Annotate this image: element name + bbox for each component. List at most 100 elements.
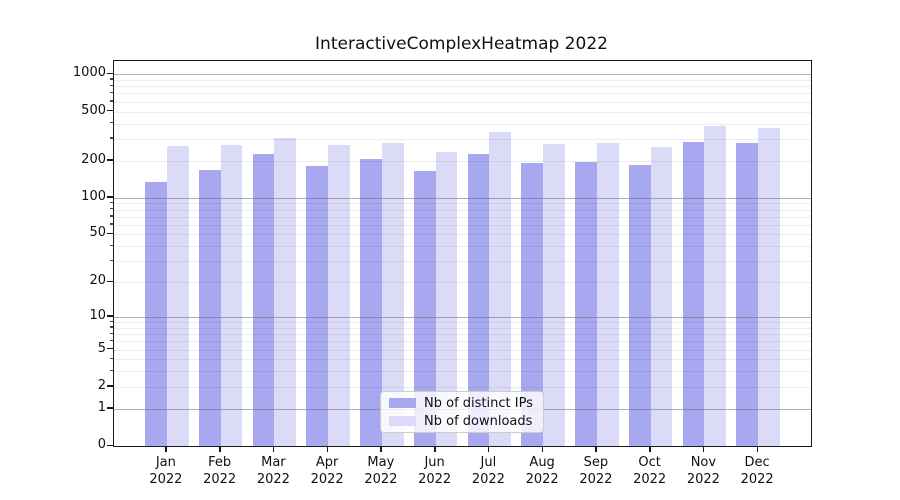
x-tick-mark-nov — [702, 446, 705, 452]
y-minor-tick-mark — [109, 326, 113, 328]
y-minor-tick-mark — [109, 91, 113, 94]
gridline-minor-900 — [114, 79, 811, 81]
y-minor-tick-mark — [109, 332, 113, 335]
x-tick-label-jun: Jun 2022 — [418, 455, 452, 487]
x-tick-label-sep: Sep 2022 — [579, 455, 613, 487]
y-minor-tick-mark — [109, 244, 113, 247]
legend: Nb of distinct IPs Nb of downloads — [380, 391, 544, 433]
y-tick-label-200: 200 — [81, 151, 106, 167]
bar-downloads-jan — [166, 146, 189, 446]
y-minor-tick-mark — [109, 232, 113, 235]
y-tick-label-0: 0 — [97, 437, 106, 452]
y-tick-mark-1 — [107, 407, 113, 409]
y-minor-tick-mark — [109, 137, 113, 139]
gridline-minor-30 — [114, 261, 811, 263]
x-tick-mark-feb — [219, 446, 221, 452]
legend-label-downloads: Nb of downloads — [424, 413, 533, 429]
x-tick-mark-dec — [756, 446, 759, 452]
x-tick-label-jan: Jan 2022 — [149, 455, 183, 487]
gridline-minor-50 — [114, 234, 811, 236]
y-tick-label-500: 500 — [81, 102, 106, 118]
y-minor-tick-mark — [109, 78, 113, 80]
y-minor-tick-mark — [109, 100, 113, 102]
x-tick-mark-oct — [649, 446, 651, 452]
gridline-minor-3 — [114, 371, 811, 373]
y-minor-tick-mark — [109, 348, 113, 350]
bar-ips-aug — [521, 163, 544, 446]
gridline-minor-20 — [114, 282, 811, 284]
bar-downloads-dec — [758, 127, 780, 446]
gridline-minor-800 — [114, 86, 811, 88]
gridline-minor-7 — [114, 334, 811, 336]
bars-layer — [114, 61, 811, 446]
x-tick-mark-jul — [487, 446, 490, 452]
y-tick-label-20: 20 — [89, 273, 106, 289]
bar-downloads-oct — [650, 147, 673, 446]
y-tick-label-10: 10 — [89, 307, 106, 323]
gridline-minor-5 — [114, 349, 811, 351]
x-tick-mark-jun — [434, 446, 436, 452]
bar-ips-jun — [413, 170, 436, 446]
y-minor-tick-mark — [109, 122, 113, 124]
y-minor-tick-mark — [109, 259, 113, 262]
y-minor-tick-mark — [109, 201, 113, 204]
y-minor-tick-mark — [109, 223, 113, 225]
gridline-major-100 — [114, 197, 811, 199]
bar-ips-sep — [575, 161, 597, 446]
bar-downloads-jun — [435, 152, 458, 446]
gridline-minor-4 — [114, 359, 811, 361]
bar-downloads-mar — [274, 137, 297, 446]
x-tick-label-oct: Oct 2022 — [633, 455, 667, 487]
x-tick-label-feb: Feb 2022 — [203, 455, 237, 487]
legend-item-distinct-ips: Nb of distinct IPs — [389, 396, 535, 411]
legend-swatch-ips — [389, 398, 416, 408]
y-tick-label-5: 5 — [97, 340, 106, 356]
bar-ips-jan — [145, 181, 167, 446]
y-minor-tick-mark — [109, 385, 113, 387]
x-tick-mark-mar — [272, 446, 275, 452]
bar-downloads-sep — [596, 143, 619, 446]
y-tick-mark-1000 — [107, 72, 113, 75]
gridline-minor-70 — [114, 216, 811, 218]
bar-downloads-apr — [328, 145, 350, 446]
y-minor-tick-mark — [109, 215, 113, 217]
grid-layer — [114, 61, 811, 446]
y-tick-label-1000: 1000 — [72, 65, 106, 81]
bar-ips-feb — [198, 170, 221, 446]
x-tick-label-aug: Aug 2022 — [525, 455, 559, 487]
y-minor-tick-mark — [109, 369, 113, 372]
gridline-minor-400 — [114, 123, 811, 125]
gridline-minor-500 — [114, 111, 811, 113]
bar-downloads-aug — [543, 144, 565, 446]
legend-swatch-downloads — [389, 416, 416, 426]
bar-downloads-jul — [489, 132, 512, 446]
y-tick-label-50: 50 — [89, 225, 106, 241]
y-tick-label-100: 100 — [81, 188, 106, 204]
bar-ips-apr — [306, 166, 329, 446]
gridline-minor-9 — [114, 322, 811, 324]
gridline-major-10 — [114, 316, 811, 318]
bar-ips-oct — [628, 165, 651, 446]
gridline-minor-60 — [114, 224, 811, 226]
y-minor-tick-mark — [109, 208, 113, 210]
y-minor-tick-mark — [109, 84, 113, 87]
chart-title: InteractiveComplexHeatmap 2022 — [315, 34, 608, 54]
y-tick-label-2: 2 — [97, 377, 106, 393]
y-tick-mark-10 — [107, 315, 113, 317]
y-tick-mark-100 — [107, 196, 113, 198]
bar-downloads-nov — [704, 125, 727, 446]
y-minor-tick-mark — [109, 339, 113, 342]
bar-ips-jul — [467, 154, 490, 446]
gridline-minor-8 — [114, 327, 811, 329]
legend-label-distinct-ips: Nb of distinct IPs — [424, 395, 533, 411]
bar-downloads-may — [381, 143, 404, 446]
gridline-minor-200 — [114, 160, 811, 162]
x-tick-label-jul: Jul 2022 — [471, 455, 505, 487]
y-minor-tick-mark — [109, 110, 113, 112]
bar-ips-nov — [682, 141, 705, 446]
x-tick-mark-may — [380, 446, 382, 452]
x-tick-mark-aug — [541, 446, 544, 452]
gridline-minor-600 — [114, 101, 811, 103]
gridline-minor-90 — [114, 203, 811, 205]
